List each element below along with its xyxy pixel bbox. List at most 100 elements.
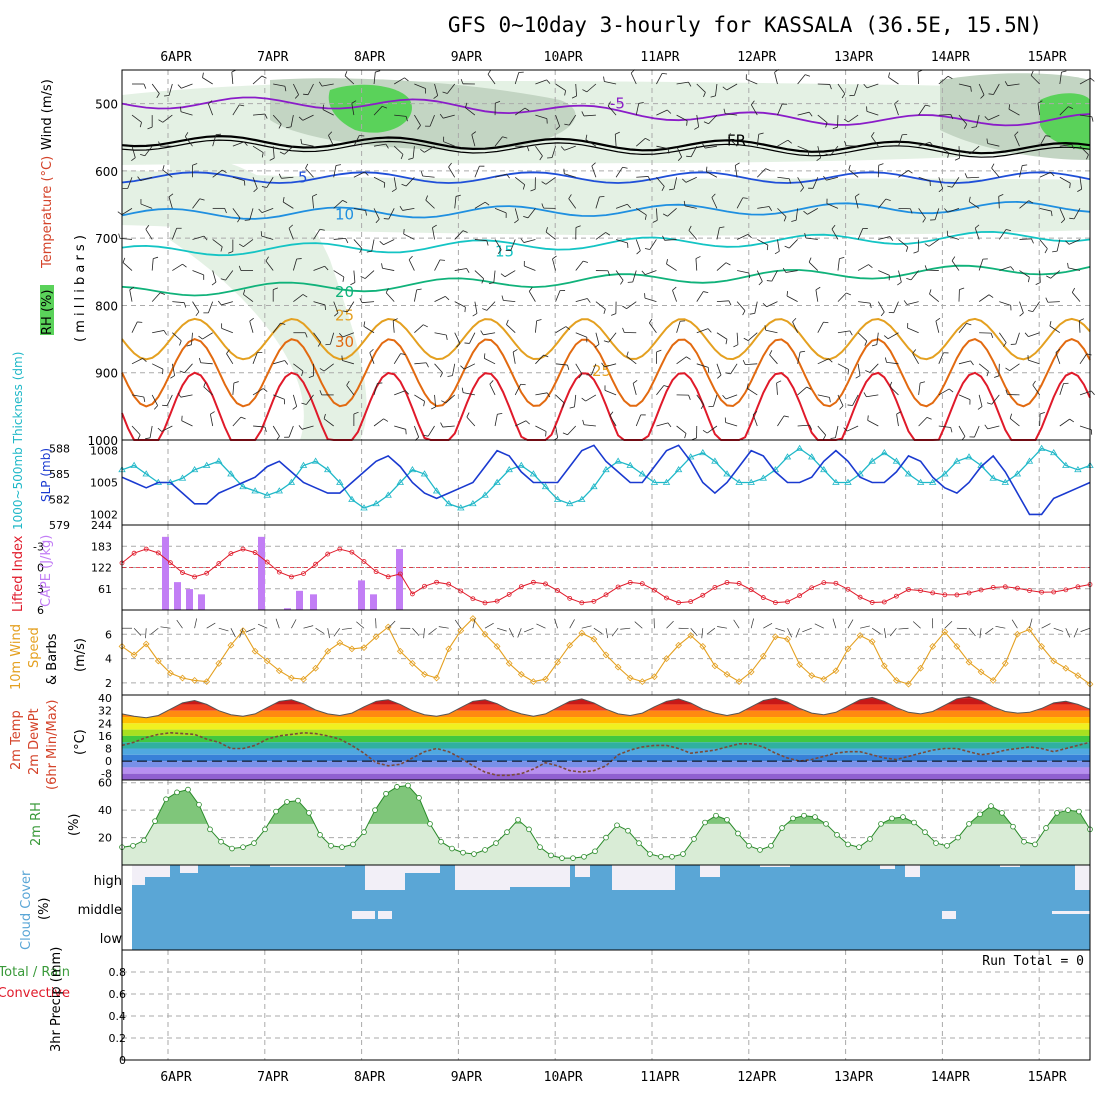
wind-barb — [682, 178, 687, 183]
wind-barb — [184, 363, 193, 374]
thickness-point — [602, 465, 610, 473]
li-point — [954, 592, 960, 598]
wind-barb — [403, 228, 405, 235]
wind-barb — [520, 383, 526, 386]
wind-barb — [878, 163, 884, 166]
wind-barb — [716, 363, 722, 376]
wind-barb — [947, 207, 960, 213]
wind-barb — [666, 620, 674, 629]
li-point — [313, 561, 319, 567]
rh-point — [416, 795, 422, 801]
wind-barb — [926, 416, 932, 420]
wind-barb — [1014, 135, 1020, 147]
wind-barb — [143, 396, 146, 402]
wind-barb — [414, 362, 427, 365]
wind-barb — [144, 145, 153, 157]
wind-barb — [353, 135, 360, 147]
li-point — [180, 570, 185, 575]
cape-bar — [358, 580, 365, 610]
wind-barb — [848, 164, 851, 170]
wind-speed-point — [651, 673, 658, 681]
wind-barb — [829, 84, 832, 90]
thickness-point — [553, 495, 562, 502]
wind-barb — [179, 370, 185, 374]
wind-barb — [974, 425, 980, 438]
wind-barb — [832, 618, 837, 629]
wind-barb — [506, 173, 510, 179]
thickness-point — [142, 470, 150, 477]
wind-barb — [978, 83, 985, 96]
wind-barb — [984, 627, 994, 635]
wind-barb — [722, 394, 727, 400]
wind-barb — [656, 422, 669, 427]
wind-barb — [978, 259, 984, 271]
wind-barb — [552, 258, 556, 271]
wind-barb — [666, 259, 668, 265]
wind-barb — [1027, 310, 1034, 312]
wind-barb — [688, 225, 692, 231]
li-point — [397, 571, 403, 577]
wind-barb — [998, 196, 1000, 209]
mb-tick-label: 800 — [95, 299, 118, 313]
li-tick: 6 — [37, 604, 44, 617]
wind-barb — [465, 102, 468, 108]
wind-barb — [1080, 627, 1091, 632]
wind-barb — [1027, 277, 1030, 283]
wind-barb — [736, 197, 744, 209]
rh-point — [713, 812, 719, 819]
wind-barb — [1005, 229, 1011, 232]
wind-speed-point — [118, 643, 126, 650]
wind-barb — [782, 267, 787, 273]
wind-barb — [839, 257, 845, 260]
wind-barb — [673, 177, 677, 190]
rh-point — [339, 844, 345, 850]
wind-barb — [723, 108, 726, 114]
wind-speed-point — [735, 678, 743, 686]
wind-barb — [1079, 318, 1085, 322]
li-line — [121, 548, 1091, 604]
wind-barb — [1065, 240, 1070, 245]
li-tick: 3 — [37, 583, 44, 596]
wind-barb — [626, 351, 629, 357]
wind-barb — [974, 227, 980, 240]
rh-point — [581, 853, 587, 860]
wind-barb — [454, 332, 461, 344]
wind-barb — [591, 363, 597, 376]
wind-barb — [443, 114, 455, 119]
wind-barb — [581, 111, 585, 117]
li-point — [494, 598, 500, 604]
temp-tick: 0 — [105, 755, 112, 768]
rh-point — [438, 838, 444, 845]
wind-barb — [696, 83, 706, 93]
wind-speed-point — [554, 658, 561, 666]
wind-barb — [323, 418, 334, 427]
rh-point — [471, 851, 477, 857]
wind-barb — [935, 320, 940, 333]
wind-barb — [249, 317, 254, 322]
precip-tick: 0.6 — [109, 988, 127, 1001]
wind-barb — [484, 358, 496, 365]
thickness-point — [263, 491, 271, 498]
wind-barb — [894, 100, 899, 105]
cape-ylabels: Lifted Index CAPE (J/kg) — [11, 535, 54, 612]
wind-barb — [800, 187, 804, 192]
wind-barb — [777, 208, 787, 217]
wind-speed-point — [312, 664, 319, 672]
wind-barb — [152, 330, 165, 334]
wind-speed-point — [469, 615, 477, 622]
wind-barb — [347, 301, 355, 313]
wind-speed-point — [288, 674, 295, 682]
thickness-point — [650, 478, 659, 485]
wind-barb — [569, 406, 575, 409]
li-tick: 0 — [37, 562, 44, 575]
precip-ylabel-1: Total / Rain — [0, 965, 70, 980]
wind-barb — [298, 116, 304, 121]
rh-point — [306, 810, 312, 816]
wind-barb — [1010, 266, 1015, 271]
wind-barb — [466, 268, 470, 273]
thickness-point — [493, 478, 501, 485]
cape-bar — [258, 536, 265, 610]
rh-point — [856, 844, 862, 850]
wind-barb — [736, 332, 739, 345]
